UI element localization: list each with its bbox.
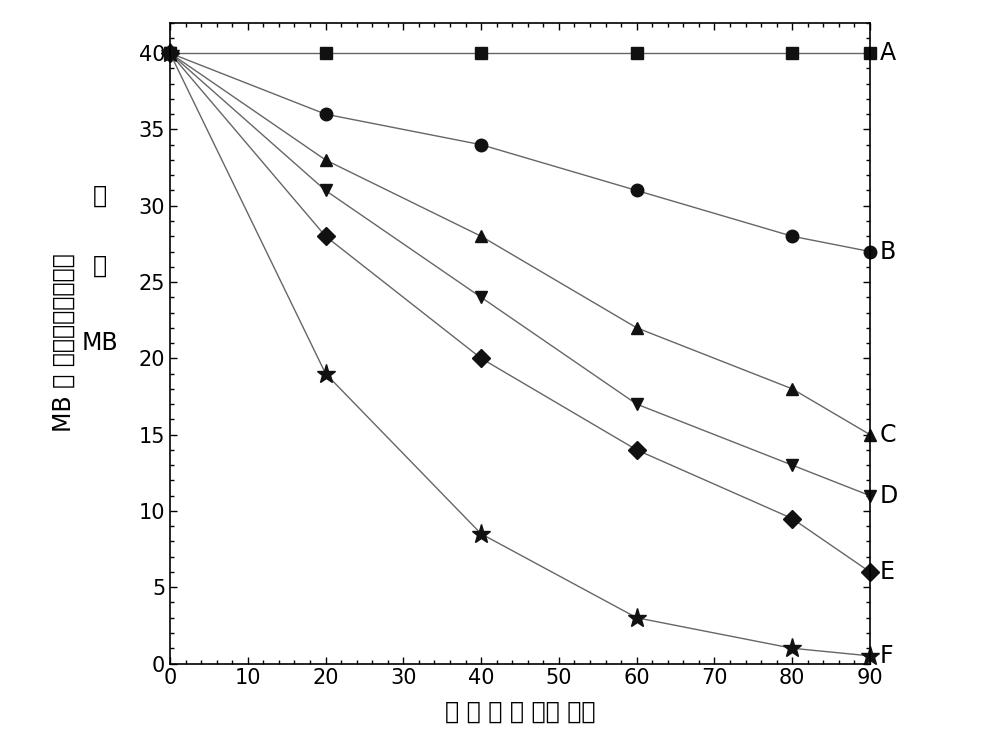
Text: E: E bbox=[879, 560, 894, 584]
Text: B: B bbox=[879, 240, 896, 263]
Text: MB: MB bbox=[82, 331, 118, 355]
Text: 浓: 浓 bbox=[93, 184, 107, 207]
Text: F: F bbox=[879, 644, 893, 668]
Text: C: C bbox=[879, 423, 896, 446]
Text: D: D bbox=[879, 483, 898, 507]
Text: 度: 度 bbox=[93, 254, 107, 278]
Text: A: A bbox=[879, 41, 895, 65]
Y-axis label: MB 浓 度（微摩尔每升）: MB 浓 度（微摩尔每升） bbox=[52, 253, 76, 433]
X-axis label: 反 应 时 间 （分 钟）: 反 应 时 间 （分 钟） bbox=[445, 700, 595, 724]
